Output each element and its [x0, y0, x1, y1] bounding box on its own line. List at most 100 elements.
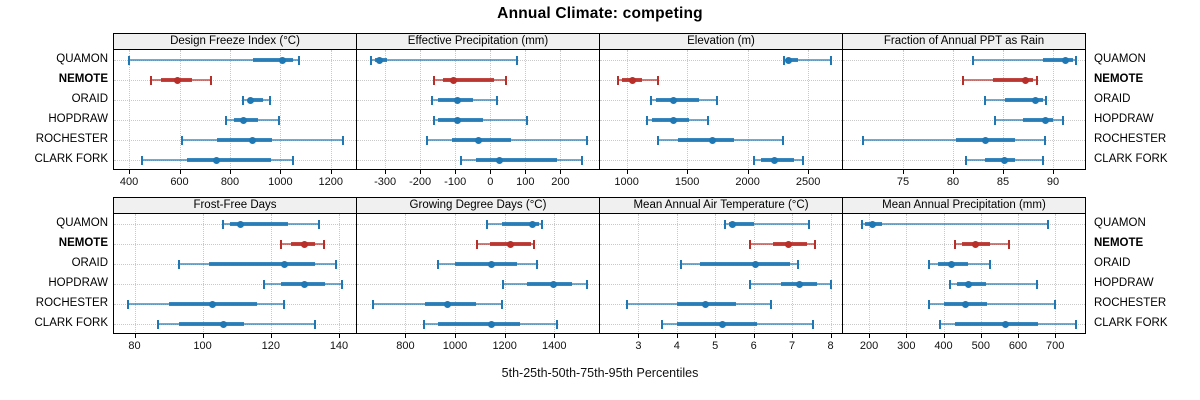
axis-tick-label: 7 [789, 340, 796, 352]
whisker-5-95 [861, 223, 1048, 225]
iqr-25-75 [252, 58, 293, 62]
median-dot [280, 260, 288, 268]
median-dot [444, 300, 452, 308]
whisker-cap [241, 96, 244, 105]
axis-tick [405, 334, 407, 338]
whisker-cap [269, 96, 272, 105]
gridline-vertical [980, 214, 982, 333]
station-label-clark-fork: CLARK FORK [34, 317, 109, 329]
axis-tick-label: 700 [1046, 340, 1065, 352]
iqr-25-75 [502, 222, 540, 226]
whisker-cap [616, 76, 619, 85]
axis-tick-label: 200 [551, 176, 570, 188]
whisker-cap [814, 240, 817, 249]
median-dot [628, 76, 636, 84]
plot-area [357, 214, 599, 333]
axis-tick-label: -100 [444, 176, 467, 188]
axis-tick [129, 170, 131, 174]
gridline-vertical [405, 214, 407, 333]
panel-header: Elevation (m) [600, 34, 842, 50]
panel-header: Growing Degree Days (°C) [357, 198, 599, 214]
iqr-25-75 [217, 138, 272, 142]
whisker-cap [263, 280, 265, 289]
gridline-vertical [330, 50, 332, 169]
gridline-horizontal [114, 100, 356, 101]
iqr-25-75 [785, 58, 799, 62]
whisker-cap [949, 280, 952, 289]
whisker-cap [496, 96, 499, 105]
gridline-vertical [134, 214, 136, 333]
whisker-cap [526, 116, 529, 125]
axis-tick [715, 334, 717, 338]
gridline-vertical [638, 214, 640, 333]
gridline-vertical [869, 214, 871, 333]
median-dot [962, 300, 970, 308]
whisker-cap [580, 156, 583, 165]
axis-tick [792, 334, 794, 338]
whisker-cap [723, 220, 726, 229]
station-label-quamon: QUAMON [1094, 53, 1146, 65]
whisker-cap [225, 116, 228, 125]
gridline-horizontal [600, 60, 842, 61]
median-dot [784, 240, 792, 248]
whisker-cap [501, 300, 504, 309]
whisker-cap [280, 240, 282, 249]
axis-tick [504, 334, 506, 338]
whisker-cap [210, 76, 213, 85]
whisker-cap [433, 76, 436, 85]
axis-tick [455, 170, 457, 174]
whisker-cap [431, 96, 434, 105]
whisker-cap [660, 320, 663, 329]
gridline-horizontal [600, 160, 842, 161]
median-dot [1031, 96, 1039, 104]
axis-tick [525, 170, 527, 174]
median-dot [219, 320, 227, 328]
plot-area [843, 214, 1085, 333]
median-dot [971, 240, 979, 248]
axis-tick [903, 170, 904, 174]
whisker-cap [656, 76, 659, 85]
plot-area [600, 214, 842, 333]
plot-area [357, 50, 599, 169]
axis-tick [330, 170, 332, 174]
iqr-25-75 [247, 98, 263, 102]
gridline-vertical [1018, 214, 1019, 333]
median-dot [209, 300, 217, 308]
plot-area [114, 50, 356, 169]
whisker-cap [748, 280, 751, 289]
panel-header: Effective Precipitation (mm) [357, 34, 599, 50]
whisker-cap [436, 260, 439, 269]
whisker-cap [625, 300, 628, 309]
gridline-vertical [792, 214, 794, 333]
gridline-vertical [179, 50, 181, 169]
panel-mean-annual-precipitation-mm-: Mean Annual Precipitation (mm) [842, 197, 1086, 334]
iqr-25-75 [676, 322, 758, 326]
gridline-vertical [715, 214, 717, 333]
iqr-25-75 [1005, 98, 1043, 102]
whisker-cap [459, 156, 462, 165]
whisker-cap [796, 260, 799, 269]
whisker-cap [927, 300, 930, 309]
whisker-cap [829, 280, 832, 289]
axis-tick-label: 800 [220, 176, 240, 188]
whisker-5-95 [129, 59, 300, 61]
axis-tick [490, 170, 492, 174]
axis-tick-label: 80 [946, 176, 960, 188]
gridline-horizontal [600, 80, 842, 81]
axis-tick [626, 170, 628, 174]
gridline-vertical [1055, 214, 1057, 333]
gridline-vertical [953, 50, 954, 169]
gridline-horizontal [600, 224, 842, 225]
station-label-nemote: NEMOTE [1094, 73, 1144, 85]
whisker-cap [769, 300, 772, 309]
median-dot [246, 96, 254, 104]
axis-tick-label: 300 [897, 340, 916, 352]
whisker-cap [1075, 56, 1077, 65]
whisker-cap [181, 136, 184, 145]
median-dot [771, 156, 779, 164]
whisker-5-95 [724, 223, 810, 225]
median-dot [507, 240, 515, 248]
whisker-cap [540, 220, 543, 229]
whisker-cap [128, 56, 131, 65]
figure-title: Annual Climate: competing [497, 5, 703, 22]
